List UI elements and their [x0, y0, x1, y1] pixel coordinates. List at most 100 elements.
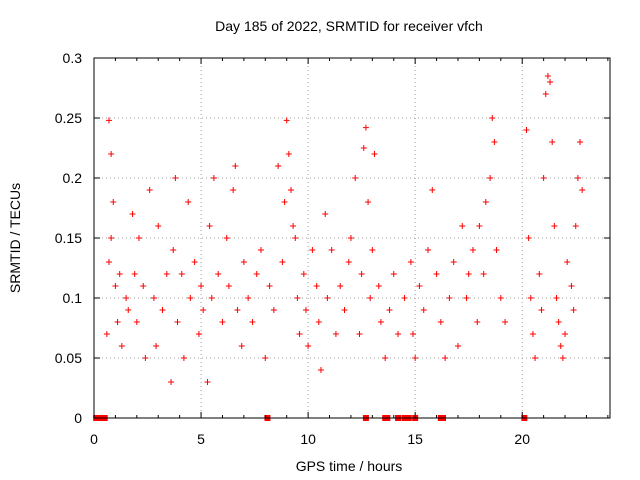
data-point: [469, 247, 476, 253]
data-point: [296, 331, 303, 337]
x-axis-label: GPS time / hours: [296, 458, 403, 474]
data-point: [108, 151, 115, 157]
data-point: [302, 307, 309, 313]
data-point: [305, 343, 312, 349]
data-point: [416, 283, 423, 289]
data-point: [557, 343, 564, 349]
x-tick-label: 15: [407, 431, 423, 447]
y-tick-label: 0.3: [63, 50, 83, 66]
data-point: [232, 163, 239, 169]
data-point: [450, 259, 457, 265]
data-point: [446, 295, 453, 301]
data-point: [185, 199, 192, 205]
data-point: [294, 295, 301, 301]
data-point: [476, 223, 483, 229]
data-point: [300, 271, 307, 277]
data-point: [395, 331, 402, 337]
data-point: [253, 271, 260, 277]
data-point: [549, 139, 556, 145]
data-point: [491, 139, 498, 145]
grid-lines: [94, 58, 610, 418]
data-point: [245, 295, 252, 301]
data-point: [365, 199, 372, 205]
data-point: [170, 247, 177, 253]
tick-labels: 0 0.05 0.1 0.15 0.2 0.25 0.3 0 5 10 15 20: [55, 50, 530, 447]
data-point: [219, 319, 226, 325]
data-point: [103, 331, 110, 337]
data-point: [480, 271, 487, 277]
data-point: [555, 319, 562, 325]
y-tick-label: 0: [74, 410, 82, 426]
data-point: [309, 247, 316, 253]
data-point: [317, 367, 324, 373]
data-point: [377, 319, 384, 325]
data-point: [191, 259, 198, 265]
data-point: [322, 211, 329, 217]
data-point: [112, 283, 119, 289]
data-point: [442, 355, 449, 361]
data-point: [285, 151, 292, 157]
data-point: [369, 247, 376, 253]
data-point: [367, 295, 374, 301]
data-point: [240, 259, 247, 265]
y-axis-label: SRMTID / TECUs: [7, 183, 23, 293]
data-point: [568, 283, 575, 289]
data-point: [536, 271, 543, 277]
data-point: [262, 355, 269, 361]
y-tick-label: 0.05: [55, 350, 82, 366]
data-point: [358, 271, 365, 277]
data-point: [487, 175, 494, 181]
data-point: [290, 223, 297, 229]
data-point: [341, 307, 348, 313]
data-point: [386, 307, 393, 313]
data-point: [332, 331, 339, 337]
data-point: [579, 187, 586, 193]
data-point: [437, 319, 444, 325]
data-point: [572, 223, 579, 229]
data-point: [523, 127, 530, 133]
data-point: [178, 271, 185, 277]
data-point: [390, 271, 397, 277]
data-point: [577, 139, 584, 145]
data-point: [146, 187, 153, 193]
data-point: [108, 235, 115, 241]
data-point: [313, 283, 320, 289]
data-point: [172, 175, 179, 181]
data-point: [540, 175, 547, 181]
data-point: [180, 355, 187, 361]
data-point: [532, 355, 539, 361]
y-tick-label: 0.15: [55, 230, 82, 246]
data-point: [362, 124, 369, 131]
data-point: [547, 79, 554, 85]
data-point: [529, 331, 536, 337]
y-tick-label: 0.1: [63, 290, 83, 306]
data-point: [131, 271, 138, 277]
data-point: [223, 235, 230, 241]
data-point: [140, 283, 147, 289]
data-point: [433, 271, 440, 277]
data-point: [382, 355, 389, 361]
data-point: [142, 355, 149, 361]
data-point: [168, 379, 175, 385]
data-points: [93, 73, 586, 421]
data-point: [118, 343, 125, 349]
data-point: [429, 187, 436, 193]
data-point: [210, 175, 217, 181]
x-tick-label: 5: [197, 431, 205, 447]
data-point: [553, 295, 560, 301]
x-tick-label: 10: [300, 431, 316, 447]
data-point: [562, 331, 569, 337]
data-point: [425, 247, 432, 253]
data-point: [159, 307, 166, 313]
data-point: [347, 235, 354, 241]
data-point: [125, 307, 132, 313]
data-point: [270, 307, 277, 313]
data-point: [465, 271, 472, 277]
data-point: [356, 331, 363, 337]
x-tick-label: 0: [90, 431, 98, 447]
data-point: [275, 163, 282, 169]
data-point: [454, 343, 461, 349]
data-point: [110, 199, 117, 205]
axis-ticks: [93, 57, 610, 419]
data-point: [401, 295, 408, 301]
